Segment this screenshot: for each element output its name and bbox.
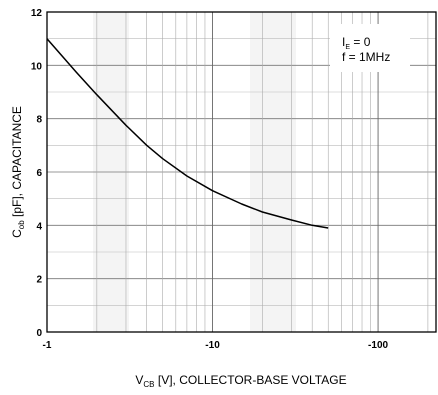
- x-tick-label: -100: [368, 340, 388, 351]
- y-tick-labels: 0 2 4 6 8 10 12: [31, 8, 43, 339]
- x-tick-label: -1: [43, 340, 52, 351]
- y-tick-label: 0: [36, 328, 42, 339]
- x-tick-labels: -1 -10 -100: [43, 340, 389, 351]
- legend-background: [330, 24, 410, 72]
- grid-lines: [47, 12, 436, 332]
- y-tick-label: 4: [36, 221, 42, 232]
- y-tick-label: 8: [36, 115, 42, 126]
- series-layer: [46, 38, 329, 229]
- condition-emitter-current: IE = 0: [342, 35, 371, 51]
- x-tick-label: -10: [205, 340, 220, 351]
- y-tick-label: 12: [31, 8, 43, 19]
- y-tick-label: 6: [36, 168, 42, 179]
- capacitance-curve: [46, 38, 329, 229]
- x-axis-label: VCB [V], COLLECTOR-BASE VOLTAGE: [135, 373, 346, 389]
- legend-box: IE = 0 f = 1MHz: [330, 24, 410, 72]
- condition-frequency: f = 1MHz: [342, 50, 390, 64]
- y-tick-label: 10: [31, 61, 43, 72]
- y-axis-label: Cob [pF], CAPACITANCE: [10, 106, 26, 238]
- plot-frame: [46, 11, 437, 333]
- y-tick-label: 2: [36, 275, 42, 286]
